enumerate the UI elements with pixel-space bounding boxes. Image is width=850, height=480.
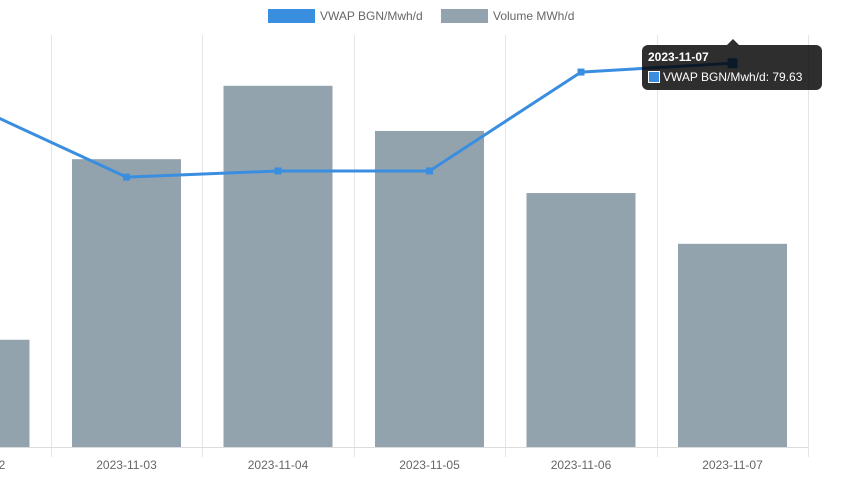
x-tick-label: 2023-11-03 bbox=[96, 458, 157, 472]
legend-label[interactable]: Volume MWh/d bbox=[493, 9, 574, 23]
tooltip: 2023-11-07 VWAP BGN/Mwh/d: 79.63 bbox=[642, 45, 822, 90]
x-tick-label: 2023-11-06 bbox=[551, 458, 612, 472]
x-axis: 2023-11-02 2023-11-03 2023-11-04 2023-11-05… bbox=[0, 458, 763, 472]
tooltip-series-name: VWAP BGN/Mwh/d bbox=[663, 70, 766, 84]
tooltip-row: VWAP BGN/Mwh/d: 79.63 bbox=[648, 69, 816, 85]
legend-label[interactable]: VWAP BGN/Mwh/d bbox=[320, 9, 423, 23]
x-tick-label: 2023-11-07 bbox=[702, 458, 763, 472]
tooltip-title: 2023-11-07 bbox=[648, 50, 709, 64]
vwap-point[interactable] bbox=[577, 68, 585, 76]
legend-swatch[interactable] bbox=[441, 9, 488, 23]
tooltip-value: 79.63 bbox=[772, 70, 803, 84]
grid-lines bbox=[0, 35, 809, 457]
vwap-point[interactable] bbox=[426, 167, 433, 175]
volume-bar[interactable] bbox=[375, 130, 484, 448]
vwap-point[interactable] bbox=[274, 167, 282, 175]
volume-bar[interactable] bbox=[678, 243, 787, 447]
volume-bar[interactable] bbox=[0, 339, 30, 447]
volume-bars bbox=[0, 85, 787, 448]
volume-bar[interactable] bbox=[72, 159, 181, 448]
volume-bar[interactable] bbox=[526, 193, 636, 447]
tooltip-caret bbox=[727, 39, 739, 45]
tooltip-swatch bbox=[648, 71, 660, 83]
x-tick-label: 2023-11-04 bbox=[248, 458, 309, 472]
x-tick-label: 2023-11-02 bbox=[0, 458, 6, 472]
legend-swatch[interactable] bbox=[268, 9, 315, 23]
legend[interactable]: VWAP BGN/Mwh/d Volume MWh/d bbox=[268, 9, 574, 23]
tooltip-separator: : bbox=[765, 70, 773, 84]
volume-bar[interactable] bbox=[223, 85, 333, 447]
vwap-series-line bbox=[0, 61, 733, 179]
vwap-point[interactable] bbox=[123, 173, 130, 181]
x-tick-label: 2023-11-05 bbox=[399, 458, 460, 472]
